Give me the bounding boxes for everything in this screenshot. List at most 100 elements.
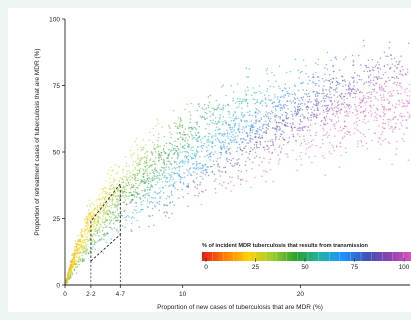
scatter-point <box>83 239 86 241</box>
scatter-point <box>136 144 138 146</box>
scatter-point <box>250 120 253 122</box>
scatter-point <box>191 128 193 131</box>
scatter-point <box>301 109 304 111</box>
scatter-point <box>337 83 339 85</box>
scatter-point <box>106 213 108 215</box>
scatter-point <box>117 199 119 201</box>
scatter-point <box>179 136 182 139</box>
scatter-point <box>109 191 111 194</box>
scatter-point <box>207 104 209 107</box>
scatter-point <box>209 153 212 155</box>
scatter-point <box>383 51 386 54</box>
scatter-point <box>276 130 278 132</box>
scatter-point <box>293 106 296 108</box>
scatter-point <box>336 91 338 93</box>
scatter-point <box>211 136 213 139</box>
scatter-point <box>187 159 189 161</box>
scatter-point <box>91 229 93 232</box>
scatter-point <box>220 145 222 147</box>
scatter-point <box>140 157 142 160</box>
scatter-point <box>269 140 272 142</box>
scatter-point <box>344 80 346 83</box>
scatter-point <box>163 150 166 153</box>
scatter-point <box>88 216 90 218</box>
scatter-point <box>329 93 331 96</box>
scatter-point <box>178 173 181 176</box>
scatter-point <box>194 127 197 129</box>
scatter-point <box>264 97 267 99</box>
scatter-point <box>275 80 277 83</box>
scatter-point <box>151 169 154 171</box>
scatter-point <box>327 79 329 82</box>
scatter-point <box>396 75 398 78</box>
scatter-point <box>360 64 362 66</box>
scatter-point <box>135 182 137 185</box>
scatter-point <box>363 118 365 121</box>
scatter-point <box>299 71 302 74</box>
scatter-point <box>214 151 216 153</box>
scatter-point <box>211 146 214 149</box>
scatter-point <box>169 174 171 176</box>
scatter-point <box>226 157 228 160</box>
scatter-point <box>199 139 202 141</box>
scatter-point <box>215 178 217 181</box>
scatter-point <box>165 211 167 213</box>
scatter-point <box>279 103 281 106</box>
scatter-point <box>408 117 411 119</box>
scatter-point <box>102 188 105 191</box>
scatter-point <box>230 85 232 87</box>
scatter-point <box>298 105 301 108</box>
scatter-point <box>84 220 87 223</box>
scatter-point <box>227 131 229 134</box>
scatter-point <box>388 142 390 145</box>
scatter-point <box>310 116 312 119</box>
scatter-point <box>128 176 130 179</box>
scatter-point <box>401 115 403 118</box>
scatter-point <box>297 103 300 105</box>
scatter-point <box>68 277 71 280</box>
scatter-point <box>176 132 178 134</box>
colorbar-tick-label: 50 <box>301 264 309 271</box>
scatter-point <box>279 158 281 161</box>
scatter-point <box>184 140 186 143</box>
scatter-point <box>184 139 186 141</box>
scatter-point <box>211 170 214 173</box>
scatter-point <box>156 144 159 146</box>
scatter-point <box>108 213 110 215</box>
scatter-point <box>211 145 213 148</box>
scatter-point <box>132 161 135 163</box>
scatter-point <box>326 122 329 125</box>
scatter-point <box>406 68 409 71</box>
scatter-point <box>375 107 378 110</box>
scatter-point <box>163 175 166 177</box>
scatter-point <box>92 246 94 248</box>
scatter-point <box>86 224 88 227</box>
scatter-point <box>205 189 207 191</box>
scatter-point <box>307 101 309 103</box>
scatter-point <box>219 141 221 143</box>
scatter-point <box>245 100 248 102</box>
scatter-point <box>340 109 342 111</box>
scatter-point <box>323 95 325 97</box>
scatter-point <box>404 91 407 93</box>
scatter-point <box>254 176 256 179</box>
scatter-point <box>91 223 94 225</box>
scatter-point <box>96 206 99 208</box>
scatter-point <box>115 198 118 201</box>
scatter-point <box>370 93 372 96</box>
scatter-point <box>301 128 304 131</box>
scatter-point <box>105 191 108 194</box>
scatter-point <box>185 137 187 139</box>
scatter-point <box>393 70 395 73</box>
scatter-point <box>91 202 94 204</box>
point-cloud <box>64 39 411 286</box>
scatter-point <box>135 202 137 204</box>
scatter-point <box>279 109 282 112</box>
scatter-point <box>181 125 183 127</box>
scatter-point <box>131 198 134 201</box>
scatter-point <box>323 67 326 69</box>
scatter-point <box>79 259 82 261</box>
scatter-point <box>330 106 332 109</box>
scatter-point <box>227 104 230 107</box>
scatter-point <box>117 231 120 233</box>
